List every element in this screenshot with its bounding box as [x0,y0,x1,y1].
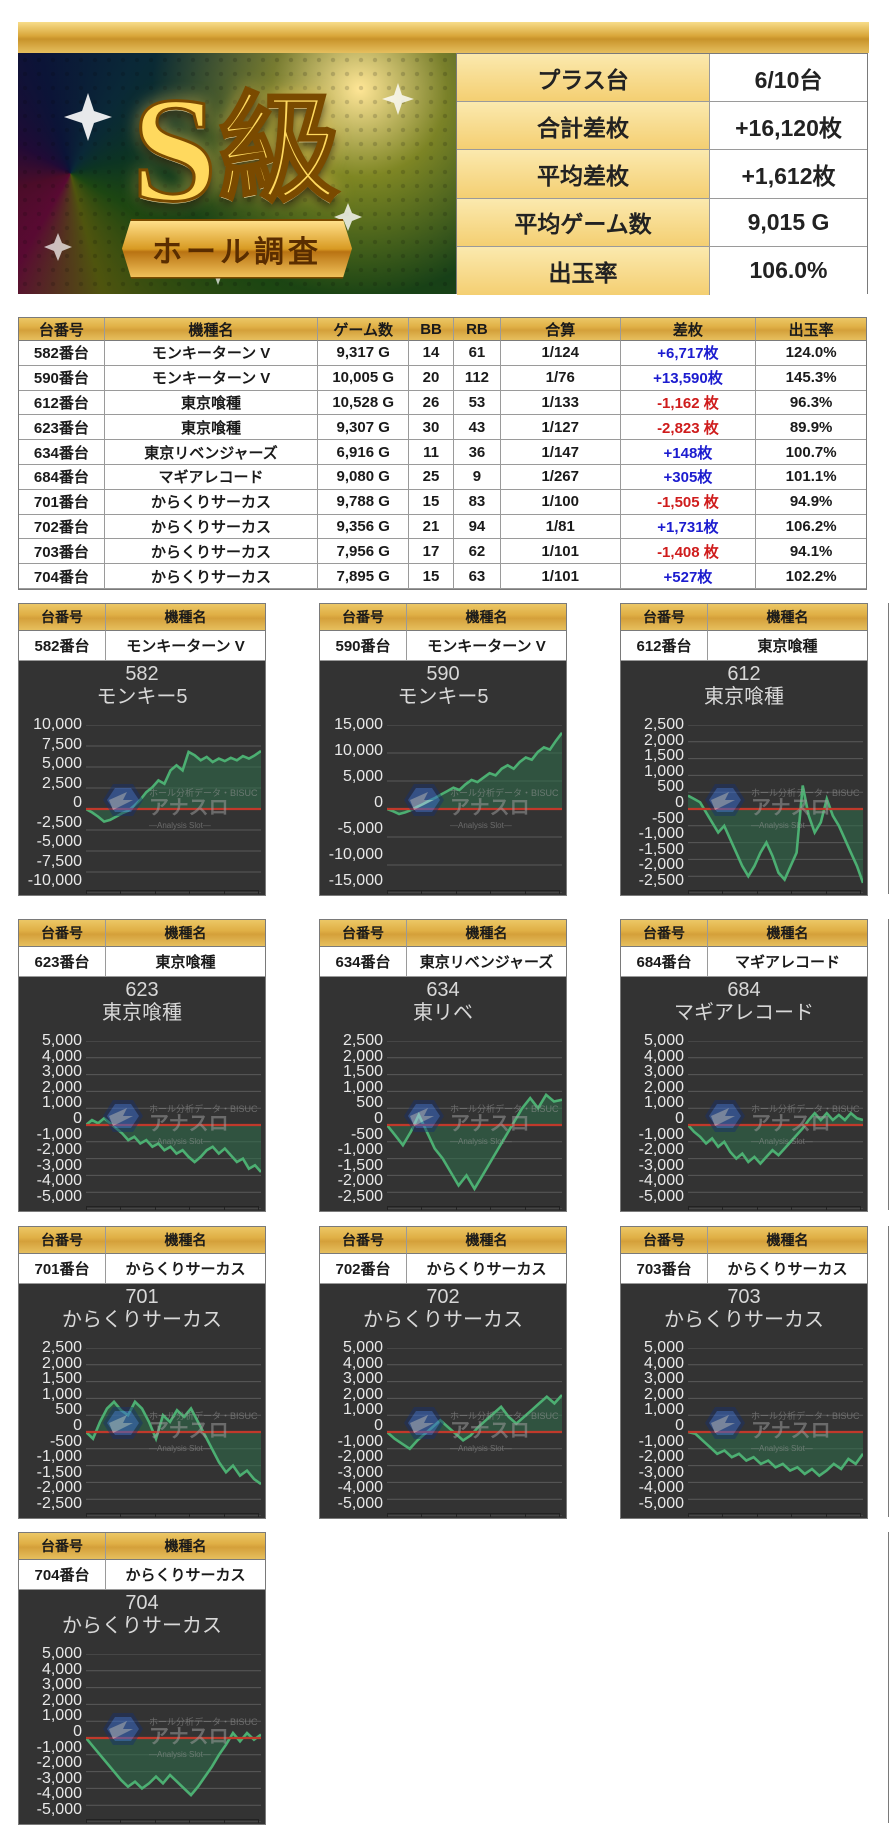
svg-text:―Analysis Slot―: ―Analysis Slot― [149,821,211,830]
svg-text:アナスロ: アナスロ [450,797,530,819]
svg-text:アナスロ: アナスロ [149,1113,229,1135]
svg-text:アナスロ: アナスロ [751,1113,831,1135]
svg-text:―Analysis Slot―: ―Analysis Slot― [149,1137,211,1146]
svg-text:―Analysis Slot―: ―Analysis Slot― [450,1137,512,1146]
svg-text:―Analysis Slot―: ―Analysis Slot― [149,1444,211,1453]
svg-text:―Analysis Slot―: ―Analysis Slot― [149,1750,211,1759]
svg-text:―Analysis Slot―: ―Analysis Slot― [450,1444,512,1453]
svg-text:―Analysis Slot―: ―Analysis Slot― [450,821,512,830]
svg-text:アナスロ: アナスロ [149,1420,229,1442]
svg-text:アナスロ: アナスロ [450,1113,530,1135]
svg-text:―Analysis Slot―: ―Analysis Slot― [751,1444,813,1453]
svg-text:アナスロ: アナスロ [751,1420,831,1442]
svg-text:―Analysis Slot―: ―Analysis Slot― [751,1137,813,1146]
svg-text:アナスロ: アナスロ [450,1420,530,1442]
svg-text:アナスロ: アナスロ [149,797,229,819]
svg-text:アナスロ: アナスロ [149,1726,229,1748]
svg-text:アナスロ: アナスロ [751,797,831,819]
svg-text:―Analysis Slot―: ―Analysis Slot― [751,821,813,830]
